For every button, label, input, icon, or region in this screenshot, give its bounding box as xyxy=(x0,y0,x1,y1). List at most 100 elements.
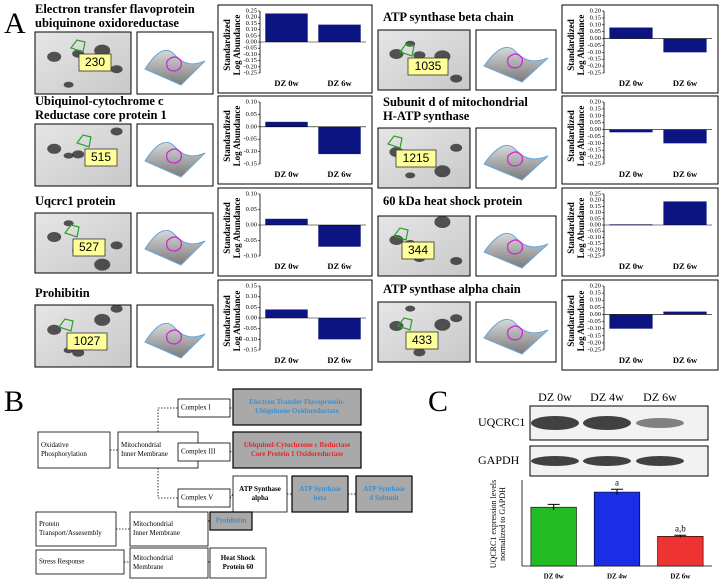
annotation: a xyxy=(615,477,619,487)
surface xyxy=(483,232,549,269)
spot-number: 527 xyxy=(79,240,99,254)
spot-number: 433 xyxy=(412,333,432,347)
y-tick-label: -0.05 xyxy=(243,45,257,52)
y-tick-label: -0.05 xyxy=(243,237,257,244)
diagram-node xyxy=(291,475,349,513)
x-tick-label: DZ 0w xyxy=(544,573,565,581)
spot-outline xyxy=(76,134,92,148)
node-label: Ubiquinone Oxidoreductase xyxy=(255,407,339,415)
node-label: Heat Shock xyxy=(221,554,256,562)
y-tick-label: 0.05 xyxy=(246,304,257,311)
y-axis-label: Standardized xyxy=(222,19,232,71)
gel-spot xyxy=(413,348,426,357)
spot-box xyxy=(407,57,449,76)
lane-label: DZ 0w xyxy=(538,390,572,404)
gel-spot xyxy=(94,44,111,57)
diagram-node xyxy=(35,549,125,575)
node-label: Complex I xyxy=(181,404,211,412)
y-axis-label: UQCRC1 expression levels xyxy=(489,480,498,568)
node-label: Membrane xyxy=(133,563,163,571)
y-tick-label: 0.00 xyxy=(590,221,601,228)
y-tick-label: 0.15 xyxy=(246,282,257,289)
y-axis-label: Log Abundance xyxy=(576,198,586,259)
y-tick-label: 0.05 xyxy=(590,215,601,222)
gel-spot xyxy=(413,51,426,60)
surface xyxy=(144,141,206,178)
spot-outline xyxy=(393,227,409,241)
spot-number: 1027 xyxy=(74,334,101,348)
gel-spot xyxy=(110,304,123,313)
spot-outline xyxy=(399,43,415,57)
node-label: Core Protein 1 Oxidoreductase xyxy=(251,450,343,458)
gel-spot xyxy=(94,258,111,271)
y-tick-label: 0.20 xyxy=(590,197,601,204)
y-tick-label: 0.10 xyxy=(590,297,601,304)
y-axis-label: Log Abundance xyxy=(232,15,242,76)
y-tick-label: 0.20 xyxy=(590,7,601,14)
bar xyxy=(318,126,361,155)
gel-spot xyxy=(450,74,463,83)
gel-spot xyxy=(47,232,62,242)
y-axis-label: Log Abundance xyxy=(576,291,586,352)
diagram-node xyxy=(177,488,231,508)
blot-band xyxy=(531,416,579,430)
node-label: ATP Synthase xyxy=(239,485,281,493)
x-tick-label: DZ 6w xyxy=(673,169,698,179)
bar xyxy=(265,121,308,127)
node-label: alpha xyxy=(252,494,269,502)
node-label: Phosphorylation xyxy=(41,450,87,458)
spot-contour xyxy=(166,56,182,72)
panel-label: C xyxy=(428,385,448,418)
diagram-node xyxy=(37,431,111,469)
bar xyxy=(609,27,653,39)
diagram-node xyxy=(209,511,253,531)
spot-box xyxy=(405,331,439,350)
y-tick-label: -0.15 xyxy=(243,346,257,353)
spot-box xyxy=(395,149,437,168)
bar xyxy=(663,311,707,315)
diagram-node xyxy=(129,547,209,579)
surface xyxy=(144,322,206,359)
spot-outline xyxy=(397,317,413,331)
x-tick-label: DZ 6w xyxy=(670,573,691,581)
node-label: Protein 60 xyxy=(223,563,254,571)
gel-spot xyxy=(63,81,74,88)
y-tick-label: -0.10 xyxy=(243,51,257,58)
bar xyxy=(609,129,653,133)
spot-box xyxy=(78,53,112,72)
spot-box xyxy=(84,148,118,167)
blot-band xyxy=(583,456,631,466)
diagram-node xyxy=(355,475,413,513)
lane-label: DZ 4w xyxy=(590,390,624,404)
x-tick-label: DZ 6w xyxy=(673,78,698,88)
bar xyxy=(657,536,704,567)
y-tick-label: 0.20 xyxy=(590,282,601,289)
x-tick-label: DZ 0w xyxy=(619,355,644,365)
y-tick-label: 0.05 xyxy=(246,111,257,118)
connector xyxy=(157,407,178,432)
spot-outline xyxy=(70,39,86,53)
spot-box xyxy=(66,332,108,351)
x-tick-label: DZ 6w xyxy=(327,78,352,88)
y-tick-label: -0.10 xyxy=(587,49,601,56)
gel-spot xyxy=(434,216,451,228)
x-tick-label: DZ 0w xyxy=(274,261,299,271)
bar xyxy=(318,24,361,42)
node-label: Inner Membrane xyxy=(133,529,180,537)
gel-spot xyxy=(94,313,111,326)
node-label: Mitochondrial xyxy=(121,441,161,449)
y-axis-label: Standardized xyxy=(566,19,576,71)
spot-outline xyxy=(387,135,403,149)
panel-label: B xyxy=(4,385,24,418)
y-tick-label: -0.05 xyxy=(587,42,601,49)
y-tick-label: 0.25 xyxy=(590,190,601,197)
y-axis-label: Standardized xyxy=(222,202,232,254)
lane-label: DZ 6w xyxy=(643,390,677,404)
x-tick-label: DZ 6w xyxy=(327,261,352,271)
gel-spot xyxy=(405,305,416,312)
bar xyxy=(265,309,308,318)
gel-spot xyxy=(47,324,62,335)
y-tick-label: -0.10 xyxy=(243,148,257,155)
y-tick-label: 0.00 xyxy=(590,35,601,42)
bar xyxy=(663,38,707,53)
